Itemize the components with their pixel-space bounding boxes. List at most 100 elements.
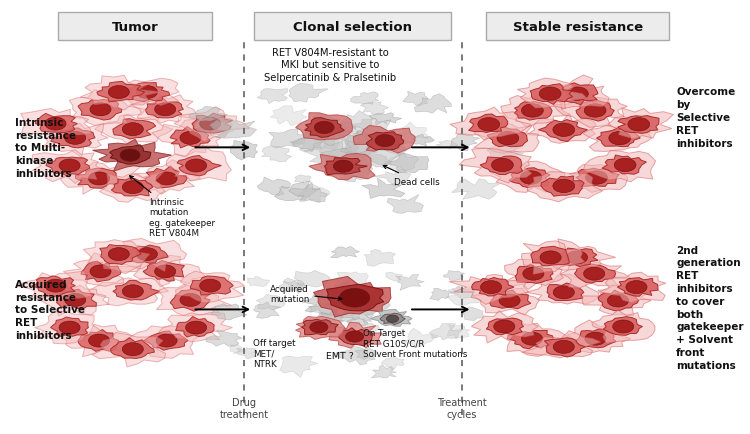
Polygon shape: [430, 324, 463, 340]
Polygon shape: [576, 169, 620, 187]
Polygon shape: [304, 142, 352, 170]
Polygon shape: [146, 97, 184, 118]
Circle shape: [554, 341, 574, 353]
Polygon shape: [195, 118, 234, 136]
Polygon shape: [352, 134, 407, 165]
Polygon shape: [347, 316, 368, 328]
Circle shape: [90, 265, 111, 278]
Text: Tumor: Tumor: [112, 21, 158, 34]
Polygon shape: [574, 329, 616, 348]
Circle shape: [200, 118, 220, 131]
Polygon shape: [338, 328, 374, 346]
Circle shape: [156, 334, 177, 347]
Circle shape: [523, 267, 544, 280]
Polygon shape: [340, 305, 377, 322]
Circle shape: [609, 132, 631, 145]
Polygon shape: [325, 158, 368, 175]
Polygon shape: [576, 101, 614, 122]
Circle shape: [154, 104, 176, 116]
Circle shape: [120, 150, 140, 162]
Polygon shape: [292, 135, 325, 152]
Polygon shape: [317, 290, 351, 305]
Circle shape: [122, 285, 143, 298]
Polygon shape: [333, 160, 373, 180]
Circle shape: [346, 331, 364, 342]
Polygon shape: [384, 153, 429, 174]
Polygon shape: [592, 310, 655, 343]
Polygon shape: [76, 169, 119, 189]
Polygon shape: [490, 290, 531, 309]
Polygon shape: [381, 358, 404, 371]
Polygon shape: [262, 147, 292, 163]
Polygon shape: [78, 330, 119, 352]
Polygon shape: [134, 256, 206, 287]
Polygon shape: [370, 310, 412, 326]
Polygon shape: [128, 246, 168, 263]
Polygon shape: [386, 273, 403, 282]
Polygon shape: [60, 163, 140, 195]
Polygon shape: [314, 277, 391, 317]
Circle shape: [613, 320, 634, 333]
FancyBboxPatch shape: [58, 13, 212, 41]
Polygon shape: [538, 120, 587, 142]
Polygon shape: [176, 272, 244, 303]
Polygon shape: [152, 120, 221, 158]
Polygon shape: [32, 150, 101, 184]
Polygon shape: [344, 131, 394, 157]
Circle shape: [540, 251, 561, 264]
Polygon shape: [176, 317, 214, 337]
FancyBboxPatch shape: [254, 13, 452, 41]
Polygon shape: [92, 333, 166, 367]
Circle shape: [136, 248, 158, 261]
Polygon shape: [469, 115, 508, 133]
Polygon shape: [486, 318, 524, 335]
Polygon shape: [505, 320, 571, 357]
Circle shape: [626, 281, 647, 294]
Polygon shape: [110, 145, 151, 165]
Polygon shape: [538, 76, 609, 110]
Polygon shape: [206, 331, 242, 346]
Circle shape: [521, 105, 543, 118]
Text: Dead cells: Dead cells: [383, 166, 439, 186]
Circle shape: [122, 123, 143, 136]
Circle shape: [310, 322, 328, 333]
Polygon shape: [583, 125, 652, 152]
Circle shape: [554, 286, 574, 299]
Polygon shape: [617, 116, 659, 134]
Polygon shape: [403, 329, 438, 348]
Polygon shape: [430, 289, 452, 301]
Polygon shape: [190, 107, 228, 122]
Polygon shape: [294, 175, 311, 184]
Circle shape: [566, 251, 587, 264]
Polygon shape: [126, 326, 200, 358]
Circle shape: [108, 248, 129, 261]
Circle shape: [553, 124, 574, 137]
Circle shape: [608, 294, 628, 307]
Polygon shape: [509, 168, 550, 188]
Polygon shape: [274, 182, 320, 201]
Circle shape: [553, 180, 574, 193]
Circle shape: [584, 105, 606, 118]
Polygon shape: [328, 322, 382, 349]
Polygon shape: [170, 289, 210, 312]
Polygon shape: [409, 135, 434, 146]
Polygon shape: [360, 102, 388, 115]
Polygon shape: [56, 289, 96, 309]
Polygon shape: [309, 154, 375, 181]
Polygon shape: [88, 278, 169, 306]
Polygon shape: [480, 157, 523, 175]
Polygon shape: [342, 293, 364, 304]
Polygon shape: [507, 331, 554, 349]
Polygon shape: [355, 347, 378, 360]
Polygon shape: [547, 239, 616, 271]
Polygon shape: [568, 165, 628, 193]
Polygon shape: [339, 111, 373, 130]
Polygon shape: [600, 273, 666, 303]
Polygon shape: [443, 271, 465, 281]
Polygon shape: [110, 338, 154, 358]
Polygon shape: [350, 299, 381, 319]
Polygon shape: [59, 325, 147, 357]
Circle shape: [64, 132, 86, 145]
Polygon shape: [490, 162, 565, 193]
Polygon shape: [278, 279, 304, 292]
